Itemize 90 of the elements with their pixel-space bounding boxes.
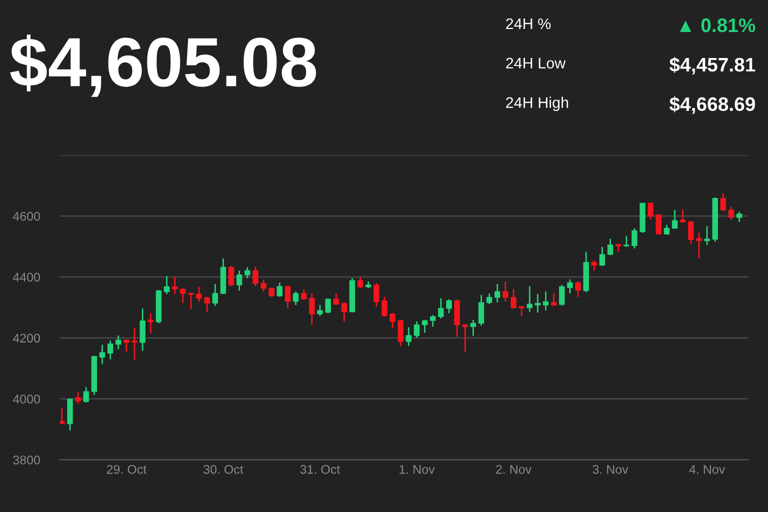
candlestick	[83, 386, 89, 404]
candlestick	[99, 344, 106, 365]
candlestick	[632, 228, 638, 250]
candlestick	[188, 292, 194, 310]
x-tick-label: 29. Oct	[106, 464, 146, 474]
candlestick	[438, 298, 444, 320]
x-tick-label: 31. Oct	[300, 464, 340, 474]
candlestick	[414, 320, 420, 338]
x-tick-label: 30. Oct	[204, 464, 244, 474]
candlestick	[228, 265, 234, 287]
candlestick	[204, 296, 210, 312]
candlestick	[164, 275, 170, 295]
candlestick	[107, 340, 114, 360]
candlestick	[244, 266, 250, 279]
candlestick	[607, 238, 614, 256]
text: ▲ 0.81%	[680, 18, 756, 32]
candlestick	[648, 202, 654, 220]
candlestick	[124, 338, 130, 352]
y-tick-label: 4200	[12, 334, 40, 343]
candlestick	[390, 312, 396, 329]
candlestick	[252, 266, 258, 287]
candlestick	[502, 280, 508, 302]
text: $4,668.69	[669, 96, 755, 114]
candlestick	[148, 312, 154, 334]
candlestick	[116, 334, 122, 350]
candlestick	[309, 292, 315, 326]
text: 24H Low	[506, 58, 566, 69]
candlestick	[510, 288, 516, 310]
candlestick	[575, 280, 581, 298]
candlestick	[398, 319, 404, 347]
candlestick	[382, 296, 388, 318]
candlestick	[526, 285, 532, 312]
candlestick	[494, 283, 500, 304]
candlestick	[236, 270, 242, 292]
candlestick	[140, 308, 146, 352]
candlestick	[260, 279, 266, 292]
y-tick-label: 4000	[12, 394, 40, 404]
candlestick	[212, 283, 218, 307]
candlestick	[680, 208, 686, 224]
candlestick	[624, 235, 630, 248]
y-tick-label: 4600	[12, 212, 40, 221]
candlestick	[317, 304, 323, 317]
candlestick	[542, 290, 549, 312]
candlestick	[704, 225, 710, 246]
candlestick	[268, 286, 274, 298]
candlestick	[534, 293, 541, 314]
candlestick	[406, 326, 412, 347]
candlestick	[430, 314, 436, 328]
candlestick	[728, 206, 734, 221]
candlestick	[325, 298, 331, 314]
candlestick	[550, 292, 557, 307]
candlestick	[462, 324, 468, 352]
x-tick-label: 2. Nov	[496, 464, 532, 474]
y-tick-label: 3800	[13, 456, 40, 464]
candlestick	[559, 284, 565, 306]
candlestick	[180, 288, 186, 304]
candlestick	[132, 326, 138, 361]
candlestick	[333, 292, 339, 306]
candlestick	[656, 213, 662, 236]
x-tick-label: 3. Nov	[592, 464, 628, 474]
candlestick	[696, 232, 702, 260]
x-tick-label: 1. Nov	[400, 465, 435, 474]
candlestick	[422, 319, 428, 334]
candlestick	[672, 209, 678, 229]
text: 24H %	[506, 18, 551, 30]
candlestick	[292, 290, 299, 306]
candlestick	[276, 282, 282, 298]
candlestick	[567, 278, 573, 294]
candlestick	[196, 286, 202, 302]
candlestick	[60, 408, 65, 425]
candlestick	[374, 282, 380, 308]
y-tick-label: 4400	[12, 272, 40, 282]
candlestick	[341, 302, 348, 322]
candlestick	[486, 292, 492, 305]
candlestick	[470, 319, 476, 336]
x-tick-label: 4. Nov	[689, 465, 726, 474]
candlestick	[357, 276, 364, 289]
candlestick	[75, 390, 81, 404]
text: $4,457.81	[669, 57, 756, 74]
candlestick	[720, 192, 726, 212]
candlestick	[284, 285, 291, 309]
candlestick	[478, 294, 484, 326]
chart-title: $4,605.08	[10, 34, 316, 97]
text: 24H High	[506, 96, 568, 112]
candlestick	[446, 298, 452, 314]
candlestick	[300, 288, 307, 301]
candlestick	[599, 246, 606, 267]
candlestick	[688, 220, 694, 245]
candlestick	[591, 260, 597, 272]
candlestick	[736, 211, 742, 223]
